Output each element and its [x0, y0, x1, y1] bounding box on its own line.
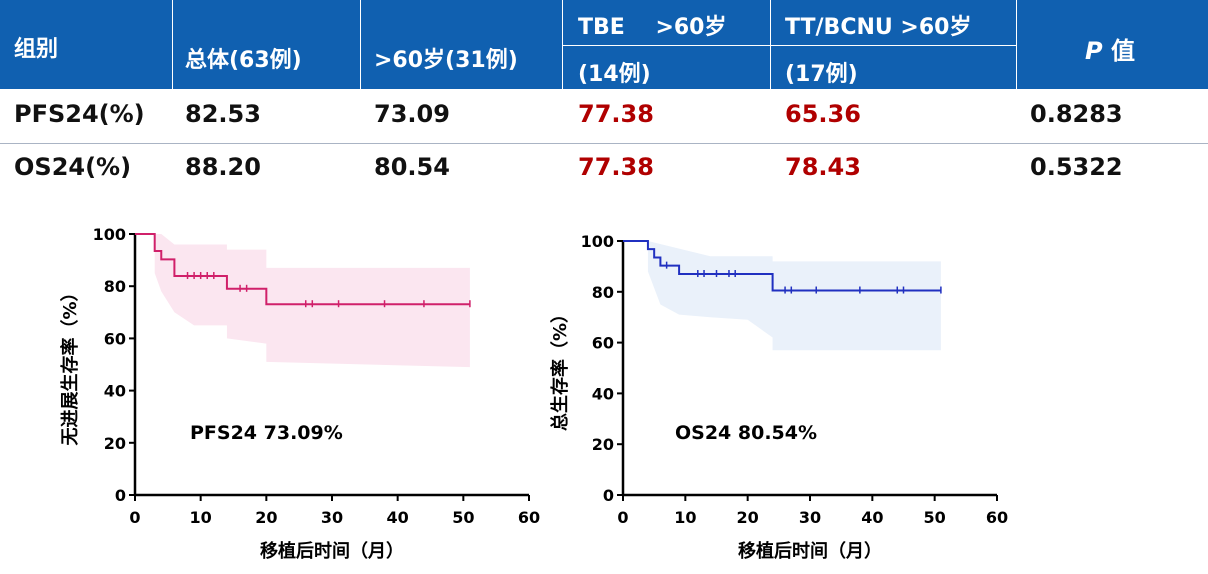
x-tick-label: 20	[255, 508, 277, 527]
header-subdivider	[562, 45, 1016, 46]
confidence-band	[647, 241, 941, 351]
y-tick-label: 60	[104, 329, 126, 348]
row-label: PFS24(%)	[14, 100, 145, 128]
header-divider	[770, 0, 771, 89]
header-tt-line1: TT/BCNU >60岁	[785, 15, 972, 40]
pfs-chart-svg: 0 20 40 60 80 100 0 10 20 30 40 50 60 PFS24 73.09% 移植后…	[59, 225, 540, 562]
y-axis-label: 无进展生存率（%）	[59, 283, 81, 445]
x-tick-label: 30	[799, 508, 821, 527]
x-tick-label: 20	[737, 508, 759, 527]
os-chart: 0 20 40 60 80 100 0 10 20 30 40 50 60 OS24 80.54% 移植后时…	[530, 215, 1050, 574]
table-header: 组别 总体(63例) >60岁(31例) TBE >60岁 (14例) TT/B…	[0, 0, 1208, 89]
cell-over60: 73.09	[374, 100, 450, 128]
y-tick-label: 100	[93, 225, 126, 244]
survival-curve	[623, 240, 941, 292]
survival-curve	[135, 233, 470, 306]
x-tick-label: 40	[387, 508, 409, 527]
header-divider	[360, 0, 361, 89]
x-axis-label: 移植后时间（月）	[738, 540, 882, 562]
y-tick-label: 40	[592, 384, 614, 403]
y-tick-label: 20	[104, 434, 126, 453]
row-divider	[0, 143, 1208, 144]
y-tick-label: 20	[592, 435, 614, 454]
x-tick-label: 50	[452, 508, 474, 527]
cell-tt: 65.36	[785, 100, 861, 128]
y-tick-label: 0	[115, 486, 126, 505]
y-tick-label: 100	[581, 232, 614, 251]
row-label: OS24(%)	[14, 153, 132, 181]
header-tbe-line2: (14例)	[578, 62, 651, 87]
x-tick-label: 60	[986, 508, 1008, 527]
y-tick-label: 0	[603, 486, 614, 505]
x-tick-label: 30	[321, 508, 343, 527]
cell-over60: 80.54	[374, 153, 450, 181]
cell-p: 0.8283	[1030, 100, 1123, 128]
header-tbe-line1: TBE >60岁	[578, 15, 727, 40]
cell-total: 88.20	[185, 153, 261, 181]
x-tick-label: 10	[674, 508, 696, 527]
y-tick-label: 40	[104, 382, 126, 401]
header-tt-line2: (17例)	[785, 62, 858, 87]
header-divider	[1016, 0, 1017, 89]
header-divider	[562, 0, 563, 89]
x-tick-label: 10	[190, 508, 212, 527]
header-divider	[172, 0, 173, 89]
x-tick-label: 0	[129, 508, 140, 527]
cell-tt: 78.43	[785, 153, 861, 181]
table-row: OS24(%) 88.20 80.54 77.38 78.43 0.5322	[0, 142, 1208, 193]
annotation-label: OS24 80.54%	[675, 422, 817, 444]
header-total: 总体(63例)	[185, 48, 302, 73]
header-group: 组别	[14, 37, 59, 62]
y-tick-label: 60	[592, 334, 614, 353]
y-axis-label: 总生存率（%）	[549, 305, 571, 431]
pfs-chart: 0 20 40 60 80 100 0 10 20 30 40 50 60 PFS24 73.09% 移植后…	[40, 215, 560, 574]
header-p-letter: P	[1085, 37, 1103, 65]
cell-tbe: 77.38	[578, 153, 654, 181]
x-axis-label: 移植后时间（月）	[260, 540, 404, 562]
annotation-label: PFS24 73.09%	[190, 422, 343, 444]
x-tick-label: 40	[861, 508, 883, 527]
cell-p: 0.5322	[1030, 153, 1123, 181]
cell-total: 82.53	[185, 100, 261, 128]
os-chart-svg: 0 20 40 60 80 100 0 10 20 30 40 50 60 OS24 80.54% 移植后时…	[549, 232, 1008, 562]
x-tick-label: 50	[924, 508, 946, 527]
x-tick-label: 0	[617, 508, 628, 527]
header-p-value: P 值	[1085, 31, 1135, 66]
x-tick-label: 60	[518, 508, 540, 527]
table-row: PFS24(%) 82.53 73.09 77.38 65.36 0.8283	[0, 89, 1208, 140]
y-tick-label: 80	[104, 277, 126, 296]
header-p-suffix: 值	[1110, 37, 1135, 65]
cell-tbe: 77.38	[578, 100, 654, 128]
y-tick-label: 80	[592, 283, 614, 302]
header-over60: >60岁(31例)	[374, 48, 518, 73]
